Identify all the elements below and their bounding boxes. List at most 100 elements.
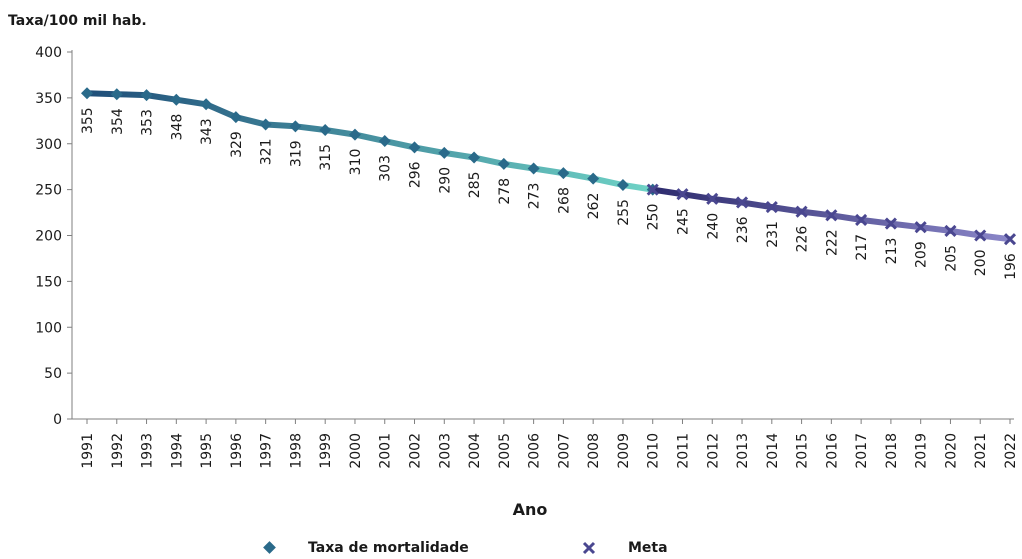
data-label: 250 bbox=[646, 204, 662, 231]
legend-line-diamond-icon bbox=[242, 541, 298, 554]
data-label: 329 bbox=[229, 131, 245, 158]
data-point-diamond bbox=[587, 172, 600, 185]
data-point-x bbox=[795, 205, 808, 218]
legend-label-meta: Meta bbox=[628, 540, 668, 556]
y-axis-label: Taxa/100 mil hab. bbox=[8, 13, 147, 29]
data-point-diamond bbox=[408, 141, 421, 154]
data-point-x bbox=[884, 217, 897, 230]
x-tick-label: 2012 bbox=[705, 433, 721, 469]
y-tick-label: 50 bbox=[44, 366, 62, 382]
x-tick-label: 2015 bbox=[795, 433, 811, 469]
x-tick-label: 1994 bbox=[169, 433, 185, 469]
x-tick-label: 1993 bbox=[140, 433, 156, 469]
data-label: 205 bbox=[943, 245, 959, 272]
y-tick-label: 100 bbox=[35, 320, 62, 336]
y-tick-label: 200 bbox=[35, 229, 62, 245]
data-point-x bbox=[1003, 233, 1017, 246]
data-point-diamond bbox=[200, 98, 213, 111]
legend-item-taxa: Taxa de mortalidade bbox=[240, 540, 469, 556]
data-point-x bbox=[765, 200, 778, 214]
x-tick-label: 2000 bbox=[348, 433, 364, 469]
legend-item-meta: Meta bbox=[560, 540, 668, 556]
data-label: 217 bbox=[854, 234, 870, 261]
data-point-diamond bbox=[81, 87, 93, 100]
data-point-x bbox=[914, 221, 927, 234]
x-tick-label: 2017 bbox=[854, 433, 870, 469]
y-tick-label: 350 bbox=[35, 91, 62, 107]
data-label: 209 bbox=[914, 241, 930, 268]
data-label: 310 bbox=[348, 149, 364, 176]
data-point-diamond bbox=[497, 157, 510, 170]
data-label: 245 bbox=[675, 208, 691, 235]
x-tick-label: 2018 bbox=[884, 433, 900, 469]
data-point-diamond bbox=[319, 123, 332, 136]
data-point-diamond bbox=[438, 146, 451, 159]
data-label: 285 bbox=[467, 172, 483, 199]
x-tick-label: 2009 bbox=[616, 433, 632, 469]
data-label: 290 bbox=[437, 167, 453, 194]
x-tick-label: 1999 bbox=[318, 433, 334, 469]
x-tick-label: 2011 bbox=[675, 433, 691, 469]
x-tick-label: 2006 bbox=[527, 433, 543, 469]
legend-label-taxa: Taxa de mortalidade bbox=[308, 540, 469, 556]
x-tick-label: 1991 bbox=[80, 433, 96, 469]
x-tick-label: 2010 bbox=[646, 433, 662, 469]
chart-series bbox=[81, 87, 1017, 246]
x-tick-label: 2021 bbox=[973, 433, 989, 469]
data-point-x bbox=[974, 229, 987, 242]
data-point-diamond bbox=[378, 134, 391, 147]
x-tick-label: 2019 bbox=[914, 433, 930, 469]
data-point-x bbox=[706, 192, 719, 205]
legend-line-x-icon bbox=[562, 541, 618, 555]
y-tick-label: 400 bbox=[35, 45, 62, 61]
data-point-x bbox=[825, 209, 838, 222]
x-tick-label: 2004 bbox=[467, 433, 483, 469]
data-label: 303 bbox=[378, 155, 394, 182]
x-tick-label: 1995 bbox=[199, 433, 215, 469]
x-tick-label: 2020 bbox=[943, 433, 959, 469]
data-point-x bbox=[676, 188, 689, 201]
x-tick-label: 1992 bbox=[110, 433, 126, 469]
data-point-diamond bbox=[527, 162, 540, 175]
x-tick-label: 2008 bbox=[586, 433, 602, 469]
x-tick-label: 2003 bbox=[437, 433, 453, 469]
x-tick-label: 2002 bbox=[408, 433, 424, 469]
data-point-diamond bbox=[348, 128, 361, 141]
x-tick-label: 2013 bbox=[735, 433, 751, 469]
y-tick-label: 250 bbox=[35, 183, 62, 199]
data-point-diamond bbox=[110, 88, 123, 101]
data-label: 348 bbox=[169, 114, 185, 141]
x-tick-label: 1997 bbox=[259, 433, 275, 469]
data-point-diamond bbox=[170, 93, 183, 106]
data-point-diamond bbox=[140, 89, 153, 102]
data-label: 222 bbox=[824, 229, 840, 256]
series-line-taxa bbox=[86, 90, 654, 193]
data-point-diamond bbox=[289, 120, 302, 133]
x-tick-label: 2007 bbox=[556, 433, 572, 469]
y-tick-label: 150 bbox=[35, 274, 62, 290]
data-label: 240 bbox=[705, 213, 721, 240]
data-point-x bbox=[735, 196, 749, 209]
x-tick-label: 2001 bbox=[378, 433, 394, 469]
x-tick-label: 2005 bbox=[497, 433, 513, 469]
data-label: 255 bbox=[616, 199, 632, 226]
data-label: 200 bbox=[973, 250, 989, 277]
x-tick-label: 1996 bbox=[229, 433, 245, 469]
data-label: 226 bbox=[795, 226, 811, 253]
x-tick-label: 2016 bbox=[824, 433, 840, 469]
data-label: 268 bbox=[556, 187, 572, 214]
chart-legend: Taxa de mortalidade Meta bbox=[0, 540, 1022, 559]
data-label: 321 bbox=[259, 138, 275, 165]
data-label: 353 bbox=[140, 109, 156, 136]
x-tick-label: 2014 bbox=[765, 433, 781, 469]
data-label: 355 bbox=[80, 107, 96, 134]
data-point-diamond bbox=[229, 111, 242, 124]
y-tick-label: 300 bbox=[35, 137, 62, 153]
data-point-diamond bbox=[259, 118, 272, 131]
data-label: 296 bbox=[408, 161, 424, 188]
x-axis-label: Ano bbox=[512, 500, 548, 519]
data-point-diamond bbox=[616, 179, 629, 192]
data-point-diamond bbox=[557, 167, 570, 180]
data-label: 273 bbox=[527, 183, 543, 210]
data-label: 354 bbox=[110, 108, 126, 135]
